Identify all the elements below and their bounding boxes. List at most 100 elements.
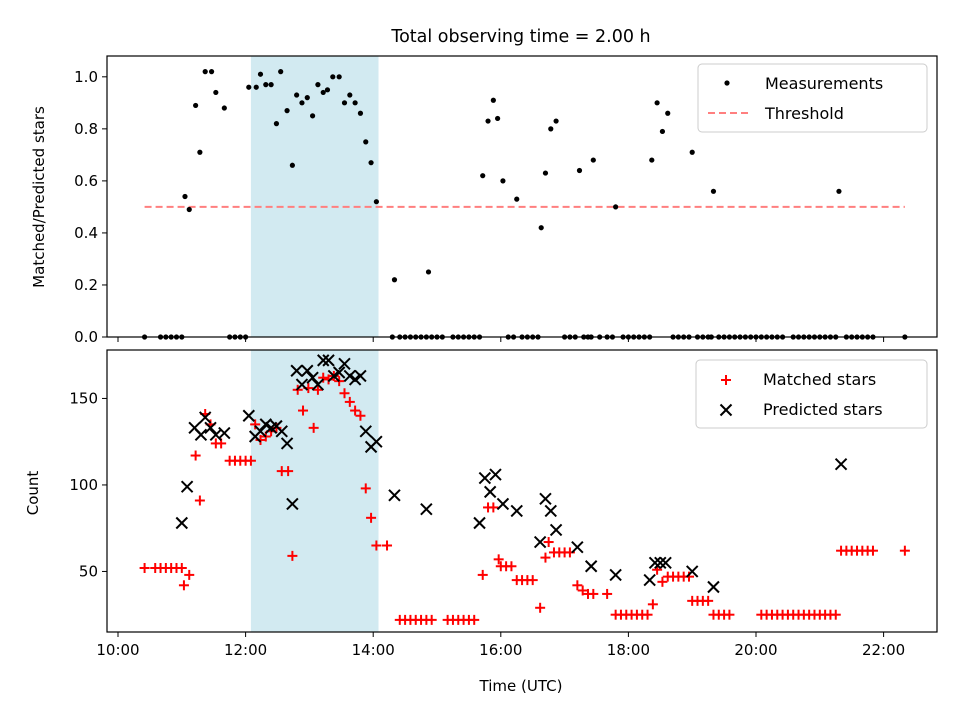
x-stroke-b (295, 378, 309, 391)
matched-point (184, 569, 195, 580)
measurement-point (273, 121, 280, 127)
measurement-point (490, 97, 496, 103)
matched-point (323, 374, 334, 385)
predicted-point (218, 426, 231, 440)
predicted-point (242, 409, 255, 422)
predicted-point (311, 378, 325, 391)
x-tick-label: 16:00 (479, 641, 522, 659)
measurement-point (202, 69, 208, 75)
predicted-point (290, 364, 303, 377)
x-stroke-b (218, 426, 231, 440)
measurement-point (341, 100, 348, 106)
x-stroke-b (198, 411, 212, 424)
predicted-point (286, 497, 299, 511)
predicted-point (496, 497, 510, 511)
predicted-point (254, 425, 267, 438)
matched-point (703, 595, 714, 606)
x-stroke-b (175, 516, 189, 530)
x-stroke-b (549, 523, 563, 537)
predicted-point (317, 354, 330, 367)
matched-point (899, 545, 910, 556)
measurement-point (368, 160, 374, 166)
measurement-point (257, 71, 264, 77)
legend-label-threshold: Threshold (764, 104, 844, 123)
measurement-point (309, 113, 316, 119)
measurement-point (391, 277, 398, 283)
measurement-point (514, 196, 520, 202)
predicted-point (194, 428, 208, 441)
measurement-point (278, 69, 284, 75)
predicted-point (306, 371, 319, 384)
matched-point (506, 561, 517, 572)
top-y-axis-label: Matched/Predicted stars (30, 106, 48, 288)
measurement-point (221, 105, 227, 111)
bottom-panel: 10:00 12:00 14:00 16:00 18:00 20:00 22:00 50 100… (69, 349, 938, 659)
matched-point (308, 422, 319, 433)
matched-point (602, 588, 613, 599)
x-stroke-b (719, 403, 733, 417)
x-tick-label: 12:00 (224, 641, 267, 659)
matched-point (176, 562, 187, 573)
y-tick-label: 0.2 (74, 276, 98, 294)
matched-point (493, 554, 504, 565)
x-stroke-b (483, 485, 497, 499)
measurement-point (182, 193, 188, 200)
predicted-point (388, 489, 401, 502)
predicted-point (259, 418, 273, 431)
predicted-point (327, 369, 341, 383)
measurement-point (299, 100, 305, 106)
top-panel: 0.0 0.2 0.4 0.6 0.8 1.0 Measurements Threshold (74, 55, 938, 346)
x-stroke-b (338, 357, 351, 371)
x-stroke-b (301, 364, 314, 377)
matched-point (245, 455, 256, 466)
x-stroke-b (332, 366, 346, 379)
y-tick-label: 0.6 (74, 172, 98, 190)
measurement-point (315, 82, 321, 88)
predicted-point (571, 541, 584, 554)
x-stroke-b (194, 428, 208, 441)
y-tick-label: 0.4 (74, 224, 98, 242)
matched-point (642, 609, 653, 620)
x-stroke-b (322, 354, 335, 367)
x-stroke-b (571, 541, 584, 554)
matched-point (190, 450, 201, 461)
x-axis-label: Time (UTC) (479, 677, 563, 695)
measurement-point (193, 102, 199, 109)
predicted-point (549, 523, 563, 537)
bottom-axes-frame (106, 349, 938, 633)
predicted-point (478, 471, 492, 485)
x-stroke-b (654, 556, 667, 570)
predicted-point (295, 378, 309, 391)
highlight-window (250, 56, 379, 337)
predicted-point (204, 421, 217, 435)
x-stroke-b (643, 573, 656, 587)
legend-label-predicted: Predicted stars (763, 400, 883, 419)
bottom-legend: Matched stars Predicted stars (695, 359, 928, 429)
x-stroke-b (388, 489, 401, 502)
predicted-point (301, 364, 314, 377)
x-stroke-b (370, 435, 383, 448)
measurement-point (352, 100, 358, 106)
x-stroke-b (286, 497, 299, 511)
y-tick-label: 100 (69, 476, 98, 494)
x-stroke-b (473, 516, 486, 530)
predicted-point (539, 492, 552, 505)
x-stroke-b (180, 480, 194, 493)
x-stroke-b (544, 504, 557, 518)
measurement-point (197, 149, 203, 155)
matched-point (350, 405, 361, 416)
predicted-point (180, 480, 194, 493)
x-tick-label: 22:00 (862, 641, 905, 659)
matched-point (657, 576, 668, 587)
legend-marker-measurements (724, 80, 730, 86)
measurement-point (480, 173, 486, 179)
measurement-point (324, 87, 331, 93)
x-stroke-b (306, 371, 319, 384)
matched-point (178, 580, 189, 591)
measurement-point (373, 199, 379, 205)
x-tick-label: 14:00 (352, 641, 395, 659)
measurement-point (500, 178, 506, 184)
predicted-point (322, 354, 335, 367)
predicted-point (280, 437, 294, 450)
measurement-point (213, 89, 219, 96)
